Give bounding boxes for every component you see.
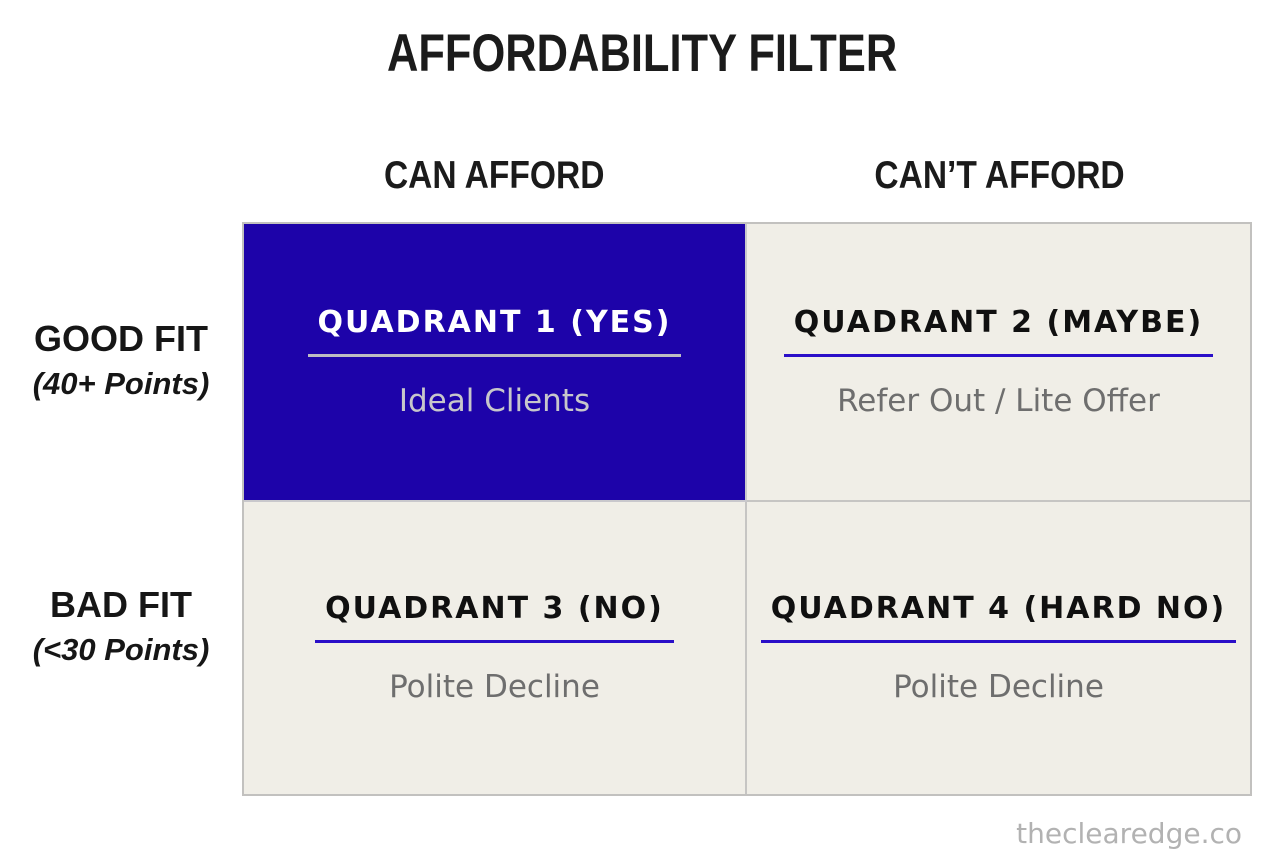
row-label-bad-fit-points: (<30 Points): [32, 632, 210, 667]
quadrant-1-title: QUADRANT 1 (YES): [307, 305, 682, 357]
column-header-can-afford: CAN AFFORD: [384, 154, 605, 197]
quadrant-2-title: QUADRANT 2 (MAYBE): [783, 305, 1214, 357]
quadrant-1-subtitle: Ideal Clients: [398, 383, 591, 419]
page-title: AFFORDABILITY FILTER: [0, 24, 1284, 84]
column-header-cant-afford: CAN’T AFFORD: [874, 154, 1125, 197]
quadrant-3-title: QUADRANT 3 (NO): [315, 591, 674, 643]
quadrant-4-subtitle: Polite Decline: [893, 669, 1104, 705]
quadrant-1-yes: QUADRANT 1 (YES) Ideal Clients: [244, 224, 747, 502]
quadrant-2-maybe: QUADRANT 2 (MAYBE) Refer Out / Lite Offe…: [747, 224, 1250, 502]
quadrant-4-hard-no: QUADRANT 4 (HARD NO) Polite Decline: [747, 502, 1250, 794]
row-label-good-fit-points: (40+ Points): [32, 366, 210, 401]
quadrant-matrix: QUADRANT 1 (YES) Ideal Clients QUADRANT …: [242, 222, 1252, 796]
page-title-text: AFFORDABILITY FILTER: [386, 24, 898, 83]
watermark: theclearedge.co: [1016, 817, 1242, 850]
row-label-bad-fit-title: BAD FIT: [50, 584, 192, 625]
quadrant-2-subtitle: Refer Out / Lite Offer: [837, 383, 1160, 419]
row-label-bad-fit: BAD FIT (<30 Points): [0, 582, 242, 672]
row-label-good-fit: GOOD FIT (40+ Points): [0, 316, 242, 406]
quadrant-4-title: QUADRANT 4 (HARD NO): [760, 591, 1237, 643]
quadrant-3-subtitle: Polite Decline: [389, 669, 600, 705]
quadrant-3-no: QUADRANT 3 (NO) Polite Decline: [244, 502, 747, 794]
row-label-good-fit-title: GOOD FIT: [34, 318, 208, 359]
